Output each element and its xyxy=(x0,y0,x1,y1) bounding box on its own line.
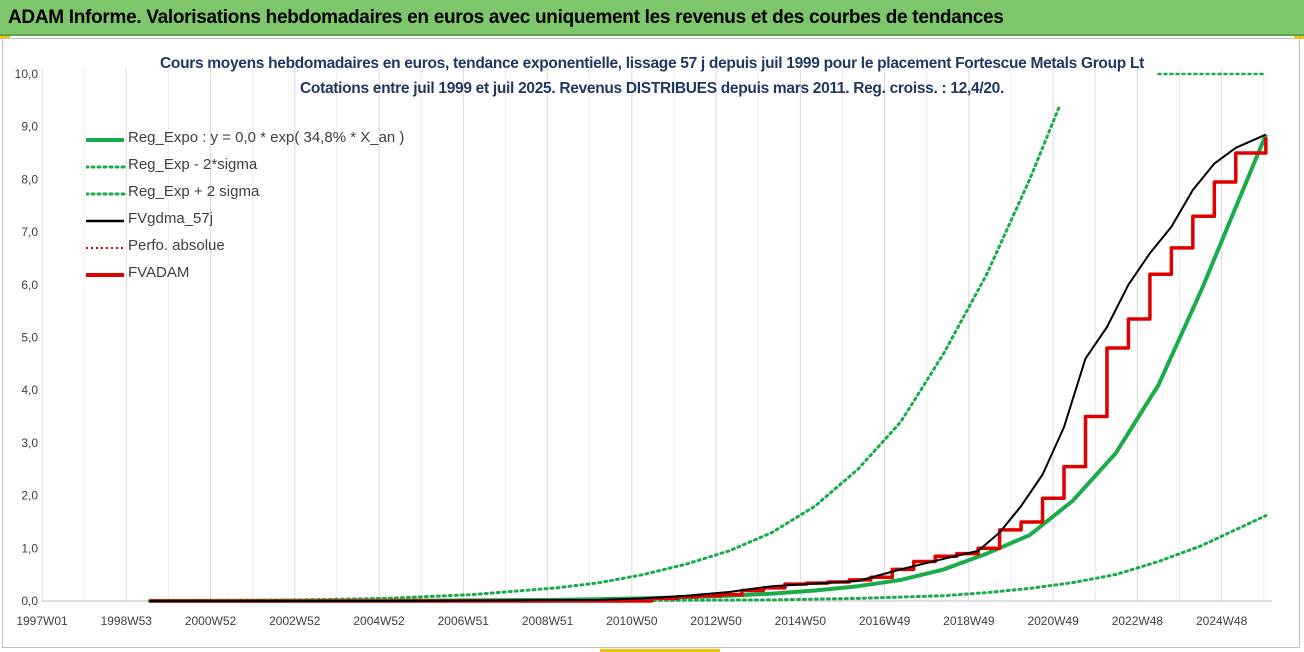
series-layer xyxy=(147,72,1268,603)
series-line-2 xyxy=(147,104,1062,603)
y-tick-label: 4,0 xyxy=(21,383,38,397)
x-tick-label: 2012W50 xyxy=(690,614,742,628)
x-tick-label: 2002W52 xyxy=(269,614,321,628)
x-tick-label: 2022W48 xyxy=(1112,614,1164,628)
x-tick-label: 2024W48 xyxy=(1196,614,1248,628)
legend-label-reg-exp-minus: Reg_Exp - 2*sigma xyxy=(128,156,258,173)
corner-mark-top-right xyxy=(1294,36,1304,39)
page-title: ADAM Informe. Valorisations hebdomadaire… xyxy=(8,7,1004,28)
x-tick-label: 2018W49 xyxy=(943,614,995,628)
chart-subtitle: Cotations entre juil 1999 et juil 2025. … xyxy=(300,80,1004,97)
legend-label-perfo-absolue: Perfo. absolue xyxy=(128,237,225,254)
legend-label-fvadam: FVADAM xyxy=(128,264,190,281)
y-tick-label: 9,0 xyxy=(21,120,38,134)
y-tick-label: 0,0 xyxy=(21,594,38,608)
y-tick-label: 3,0 xyxy=(21,436,38,450)
series-line-3 xyxy=(149,133,1267,602)
x-tick-label: 2020W49 xyxy=(1027,614,1079,628)
series-line-1 xyxy=(147,514,1268,603)
y-tick-label: 2,0 xyxy=(21,489,38,503)
legend-label-fvgdma: FVgdma_57j xyxy=(128,210,214,227)
y-tick-label: 7,0 xyxy=(21,225,38,239)
legend-label-reg-exp-plus: Reg_Exp + 2 sigma xyxy=(128,183,260,200)
y-tick-label: 8,0 xyxy=(21,172,38,186)
x-tick-label: 1997W01 xyxy=(16,614,68,628)
series-line-0 xyxy=(149,133,1268,603)
x-tick-label: 2010W50 xyxy=(606,614,658,628)
y-tick-label: 1,0 xyxy=(21,541,38,555)
corner-mark-bottom-center xyxy=(600,649,720,652)
x-tick-label: 2014W50 xyxy=(775,614,827,628)
x-tick-label: 2016W49 xyxy=(859,614,911,628)
corner-mark-top-left xyxy=(0,36,10,39)
y-tick-label: 10,0 xyxy=(15,67,39,81)
legend-label-reg-expo: Reg_Expo : y = 0,0 * exp( 34,8% * X_an ) xyxy=(128,129,405,146)
y-tick-label: 6,0 xyxy=(21,278,38,292)
x-tick-label: 1998W53 xyxy=(101,614,153,628)
x-tick-label: 2000W52 xyxy=(185,614,237,628)
chart-title: Cours moyens hebdomadaires en euros, ten… xyxy=(160,55,1144,72)
axis-layer: 1997W01 1998W53 2000W52 2002W52 2004W52 2006W… xyxy=(15,67,1272,628)
x-tick-label: 2008W51 xyxy=(522,614,574,628)
header-banner: ADAM Informe. Valorisations hebdomadaire… xyxy=(0,0,1304,36)
y-tick-label: 5,0 xyxy=(21,331,38,345)
x-tick-label: 2004W52 xyxy=(353,614,405,628)
series-line-5 xyxy=(149,137,1268,603)
x-tick-label: 2006W51 xyxy=(438,614,490,628)
grid-layer xyxy=(41,68,1265,601)
chart-frame xyxy=(2,38,1300,648)
